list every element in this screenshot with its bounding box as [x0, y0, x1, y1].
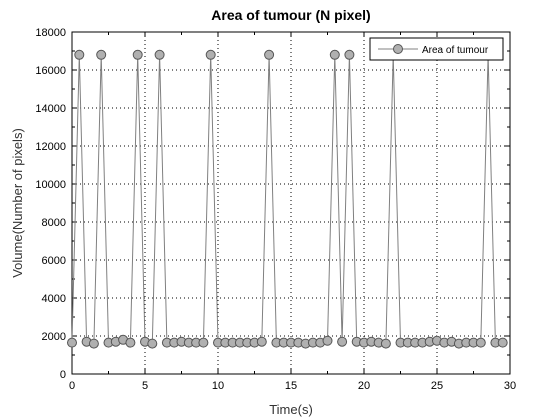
x-tick-label: 15: [285, 380, 297, 392]
data-point: [329, 49, 340, 60]
x-tick-label: 10: [212, 380, 224, 392]
y-tick-label: 2000: [42, 331, 66, 343]
chart-title: Area of tumour (N pixel): [211, 7, 370, 23]
x-tick-label: 20: [358, 380, 370, 392]
y-tick-label: 10000: [35, 179, 66, 191]
y-tick-label: 6000: [42, 255, 66, 267]
data-point: [344, 49, 355, 60]
data-point: [256, 336, 267, 347]
y-tick-label: 8000: [42, 217, 66, 229]
data-point: [67, 337, 77, 348]
y-tick-label: 12000: [35, 141, 66, 153]
legend: Area of tumour: [369, 37, 504, 61]
y-tick-label: 4000: [42, 293, 66, 305]
y-tick-label: 18000: [35, 27, 66, 39]
legend-box: [369, 37, 504, 61]
data-point: [147, 338, 158, 349]
x-tick-label: 0: [69, 380, 75, 392]
y-tick-label: 0: [60, 369, 66, 381]
y-tick-label: 14000: [35, 103, 66, 115]
data-point: [96, 49, 107, 60]
legend-entry-label: Area of tumour: [422, 45, 489, 56]
data-point: [88, 338, 99, 349]
axis-ticks: 0 2000 4000 6000 8000 10000 12000 14000 16000 180…: [35, 27, 516, 392]
data-point: [475, 337, 486, 348]
legend-marker-swatch: [393, 44, 403, 54]
y-axis-label: Volume(Number of pixels): [10, 128, 25, 278]
y-tick-label: 16000: [35, 65, 66, 77]
x-tick-label: 30: [504, 380, 516, 392]
data-point: [198, 337, 209, 348]
data-point: [125, 337, 136, 348]
x-axis-label: Time(s): [269, 402, 313, 417]
x-tick-label: 25: [431, 380, 443, 392]
data-point: [74, 49, 85, 60]
data-point: [380, 338, 391, 349]
data-point: [205, 49, 216, 60]
x-tick-label: 5: [142, 380, 148, 392]
data-point: [154, 49, 165, 60]
gridlines: [72, 32, 510, 374]
data-point: [132, 49, 143, 60]
series-layer: [67, 49, 508, 349]
data-point: [497, 337, 508, 348]
data-point: [337, 336, 348, 347]
data-point: [322, 335, 333, 346]
data-point: [264, 49, 275, 60]
